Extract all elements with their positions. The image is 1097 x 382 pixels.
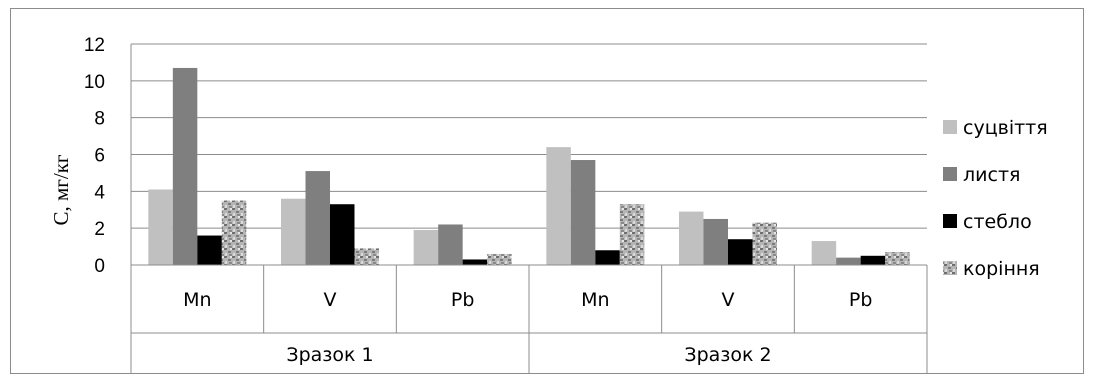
y-tick-label: 8 — [94, 109, 105, 130]
bar — [462, 259, 488, 265]
bar — [570, 160, 596, 265]
bar — [305, 171, 330, 265]
legend-label: суцвіття — [963, 117, 1048, 139]
y-tick-label: 0 — [94, 256, 105, 277]
bar — [679, 211, 704, 265]
y-tick-label: 4 — [94, 182, 105, 203]
bar — [546, 147, 571, 265]
legend-swatch — [943, 214, 957, 228]
bar — [860, 255, 886, 265]
legend-swatch — [943, 167, 957, 181]
bar — [836, 257, 861, 265]
x-tick-label: Mn — [581, 289, 609, 311]
bar — [703, 218, 728, 265]
bar — [413, 230, 439, 265]
bar — [221, 200, 247, 265]
bar — [728, 239, 753, 265]
bar — [619, 204, 645, 265]
bar — [595, 250, 620, 265]
x-tick-label: Pb — [849, 289, 873, 311]
y-tick-label: 12 — [84, 35, 105, 56]
y-tick-label: 2 — [94, 219, 105, 240]
bar — [438, 224, 463, 265]
legend-swatch — [943, 261, 957, 275]
bar — [885, 252, 910, 265]
plot-area: 0 2 4 6 8 10 12 Mn V Pb Mn V Pb Зразок 1 Зразок 2 — [84, 35, 928, 374]
bar — [752, 222, 777, 265]
bar — [811, 241, 837, 265]
legend-label: листя — [963, 164, 1020, 186]
legend: суцвіття листя стебло коріння — [943, 117, 1048, 280]
x-tick-label: V — [324, 289, 337, 311]
x-tick-label: Mn — [183, 289, 211, 311]
group-label: Зразок 2 — [684, 344, 771, 366]
legend-label: стебло — [963, 211, 1032, 233]
bar — [197, 235, 222, 265]
bar — [354, 248, 379, 265]
bar — [148, 189, 173, 265]
bar — [281, 198, 306, 265]
legend-swatch — [943, 120, 957, 134]
x-tick-label: Pb — [451, 289, 475, 311]
y-tick-label: 10 — [84, 72, 105, 93]
bar — [330, 204, 355, 265]
bar — [172, 67, 198, 265]
y-tick-label: 6 — [94, 146, 105, 167]
legend-label: коріння — [963, 258, 1040, 280]
group-label: Зразок 1 — [286, 344, 373, 366]
bar — [487, 253, 512, 265]
x-tick-label: V — [722, 289, 735, 311]
y-axis-label: C, мг/кг — [49, 154, 73, 225]
